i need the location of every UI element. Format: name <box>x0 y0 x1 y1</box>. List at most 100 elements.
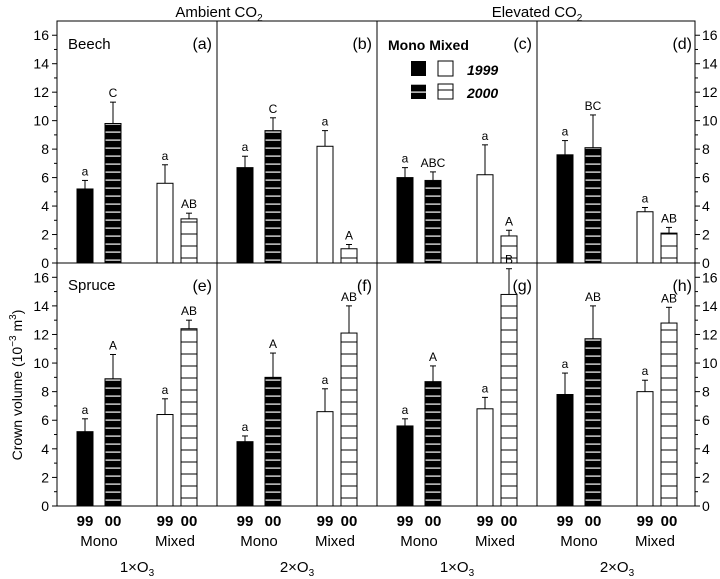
x-year-label: 99 <box>77 513 94 530</box>
x-year-label: 00 <box>341 513 358 530</box>
y-tick-label-right: 14 <box>702 56 718 72</box>
significance-letter: AB <box>585 290 601 304</box>
y-tick-label: 8 <box>41 384 49 400</box>
significance-letter: AB <box>661 291 677 305</box>
y-tick-label: 4 <box>41 441 49 457</box>
species-label-beech: Beech <box>68 36 111 53</box>
bar-mixed-2000 <box>660 322 678 507</box>
y-tick-label-right: 4 <box>702 441 710 457</box>
ozone-label: 2×O3 <box>280 559 315 579</box>
bar-mixed-1999 <box>636 391 654 507</box>
y-tick-label-right: 0 <box>702 255 710 271</box>
x-year-label: 99 <box>397 513 414 530</box>
x-year-label: 99 <box>557 513 574 530</box>
y-tick-label: 8 <box>41 141 49 157</box>
y-tick-label: 2 <box>41 227 49 243</box>
bar-mono-2000 <box>584 147 602 264</box>
bar-mixed-2000 <box>180 328 198 507</box>
bar-mixed-2000 <box>340 332 358 507</box>
bar-mono-2000 <box>424 381 442 507</box>
bar-mono-1999 <box>556 154 574 264</box>
panel-d: (d) a BC a AB <box>556 36 692 264</box>
ozone-label: 1×O3 <box>440 559 475 579</box>
x-year-label: 00 <box>105 513 122 530</box>
bar-mixed-1999 <box>156 414 174 507</box>
significance-letter: a <box>642 191 649 205</box>
bar-mono-1999 <box>396 177 414 264</box>
panel-letter: (f) <box>357 278 372 295</box>
bar-mixed-1999 <box>156 182 174 264</box>
y-tick-label-right: 10 <box>702 355 718 371</box>
significance-letter: A <box>505 214 513 228</box>
significance-letter: B <box>505 253 513 267</box>
panel-letter: (g) <box>512 278 532 295</box>
significance-letter: a <box>642 364 649 378</box>
significance-letter: A <box>345 228 353 242</box>
y-axis-label: Crown volume (10−3 m3) <box>8 310 25 461</box>
y-tick-label-right: 10 <box>702 113 718 129</box>
y-tick-label-right: 12 <box>702 326 718 342</box>
significance-letter: a <box>482 129 489 143</box>
y-tick-label-right: 16 <box>702 269 718 285</box>
y-tick-label-right: 2 <box>702 227 710 243</box>
y-tick-label: 16 <box>33 269 49 285</box>
bar-mono-2000 <box>264 376 282 507</box>
significance-letter: a <box>562 357 569 371</box>
panel-letter: (a) <box>192 36 212 53</box>
bar-mono-1999 <box>236 167 254 264</box>
y-tick-label-right: 16 <box>702 27 718 43</box>
significance-letter: ABC <box>421 156 446 170</box>
legend-swatch-mono-1999 <box>411 61 426 76</box>
legend-label-1999: 1999 <box>467 62 498 78</box>
y-tick-label: 16 <box>33 27 49 43</box>
y-tick-label-right: 8 <box>702 384 710 400</box>
bar-mono-1999 <box>396 425 414 507</box>
x-group-label-mono: Mono <box>560 533 598 550</box>
ozone-label: 1×O3 <box>120 559 155 579</box>
y-tick-label: 10 <box>33 113 49 129</box>
x-group-label-mono: Mono <box>80 533 118 550</box>
y-tick-label: 6 <box>41 170 49 186</box>
panel-c: (c) a ABC a A <box>396 36 532 264</box>
panel-letter: (d) <box>672 36 692 53</box>
bar-mixed-1999 <box>636 211 654 264</box>
panel-e: (e) a Aa AB <box>76 278 212 507</box>
y-tick-label-right: 12 <box>702 84 718 100</box>
y-tick-label-right: 14 <box>702 298 718 314</box>
x-year-label: 99 <box>477 513 494 530</box>
x-year-label: 00 <box>501 513 518 530</box>
bar-mono-1999 <box>76 188 94 264</box>
panel-g: (g) a Aa B <box>396 253 532 507</box>
significance-letter: A <box>429 350 437 364</box>
legend-header: Mono Mixed <box>388 37 469 53</box>
panel-letter: (h) <box>672 278 692 295</box>
x-year-label: 99 <box>317 513 334 530</box>
significance-letter: a <box>162 149 169 163</box>
x-group-label-mixed: Mixed <box>635 533 675 550</box>
bar-mono-1999 <box>76 431 94 507</box>
legend-label-2000: 2000 <box>466 85 498 101</box>
bar-mixed-2000 <box>340 248 358 264</box>
bar-mixed-1999 <box>476 174 494 264</box>
x-year-label: 00 <box>425 513 442 530</box>
species-label-spruce: Spruce <box>68 277 116 294</box>
bar-mono-2000 <box>424 179 442 264</box>
significance-letter: a <box>402 403 409 417</box>
y-tick-label: 6 <box>41 412 49 428</box>
y-tick-label: 2 <box>41 469 49 485</box>
ozone-label: 2×O3 <box>600 559 635 579</box>
y-tick-label: 10 <box>33 355 49 371</box>
significance-letter: BC <box>585 99 602 113</box>
panel-f: (f) a Aa AB <box>236 278 372 507</box>
y-tick-label: 14 <box>33 56 49 72</box>
significance-letter: A <box>109 338 117 352</box>
x-group-label-mono: Mono <box>240 533 278 550</box>
y-tick-label: 0 <box>41 498 49 514</box>
y-tick-label: 12 <box>33 84 49 100</box>
bar-mono-2000 <box>264 130 282 264</box>
significance-letter: a <box>242 140 249 154</box>
significance-letter: AB <box>181 304 197 318</box>
y-tick-label: 4 <box>41 198 49 214</box>
y-tick-label: 0 <box>41 255 49 271</box>
